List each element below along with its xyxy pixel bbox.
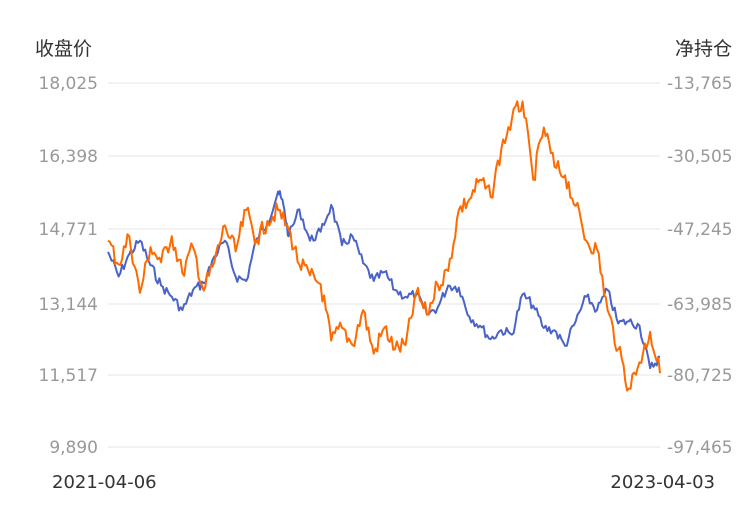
left-tick-label: 18,025	[39, 74, 98, 94]
left-axis-ticks: 18,025 16,398 14,771 13,144 11,517 9,890	[39, 74, 98, 458]
left-tick-label: 13,144	[39, 295, 98, 315]
close-price-line	[107, 190, 661, 370]
x-start-label: 2021-04-06	[52, 472, 157, 493]
left-axis-title: 收盘价	[35, 38, 92, 60]
left-tick-label: 14,771	[39, 220, 98, 240]
right-tick-label: -47,245	[667, 220, 733, 240]
left-tick-label: 16,398	[39, 147, 98, 167]
series-layer	[107, 100, 661, 392]
right-tick-label: -80,725	[667, 366, 733, 386]
right-axis-ticks: -13,765 -30,505 -47,245 -63,985 -80,725 -97,4…	[667, 74, 733, 458]
right-tick-label: -30,505	[667, 147, 733, 167]
left-tick-label: 11,517	[39, 366, 98, 386]
right-axis-title: 净持仓	[675, 38, 732, 60]
right-tick-label: -97,465	[667, 438, 733, 458]
net-position-line	[107, 100, 661, 392]
grid-lines	[108, 82, 660, 448]
right-tick-label: -13,765	[667, 74, 733, 94]
left-tick-label: 9,890	[49, 438, 98, 458]
right-tick-label: -63,985	[667, 295, 733, 315]
x-end-label: 2023-04-03	[610, 472, 715, 493]
